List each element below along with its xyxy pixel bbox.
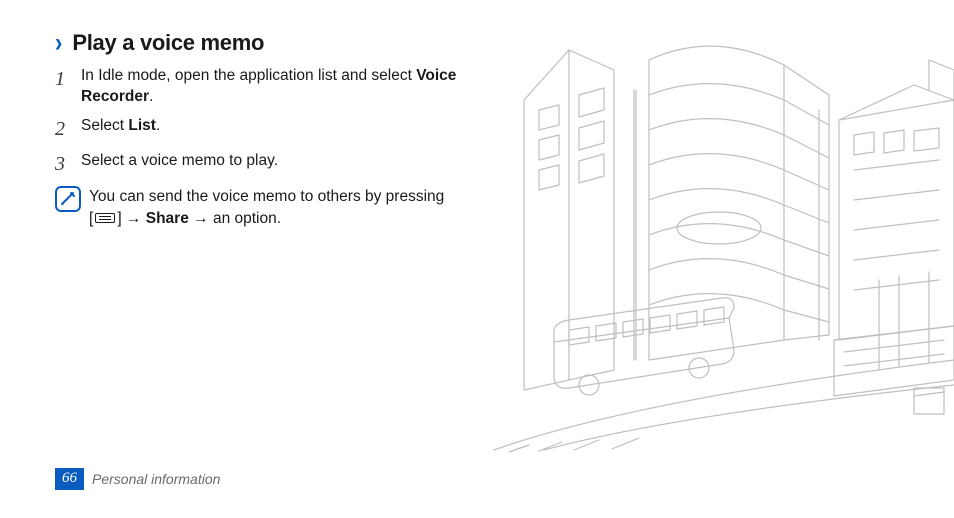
step-text: In Idle mode, open the application list … [81,67,416,84]
page-number: 66 [55,468,84,490]
step-number: 2 [55,116,81,143]
note-icon-wrap [55,186,89,212]
step-number: 3 [55,151,81,178]
heading-text: Play a voice memo [72,30,264,56]
step-list: 1 In Idle mode, open the application lis… [55,66,475,229]
bracket: [ [89,210,93,227]
menu-key-icon [95,208,115,230]
step-text-tail: . [156,117,160,134]
manual-page: › Play a voice memo 1 In Idle mode, open… [0,0,954,518]
arrow-text: → [122,210,146,227]
share-label: Share [146,210,189,227]
page-footer: 66 Personal information [55,468,220,490]
footer-section-label: Personal information [92,471,220,487]
note-row: You can send the voice memo to others by… [55,186,475,229]
note-text: You can send the voice memo to others by… [89,188,444,205]
step-item: 3 Select a voice memo to play. [55,151,475,178]
step-body: In Idle mode, open the application list … [81,66,475,108]
step-text: Select a voice memo to play. [81,152,278,169]
step-text: Select [81,117,128,134]
step-body: Select List. [81,116,475,137]
content-column: › Play a voice memo 1 In Idle mode, open… [55,30,475,229]
step-item: 2 Select List. [55,116,475,143]
step-number: 1 [55,66,81,93]
chevron-right-icon: › [55,30,62,56]
step-bold: List [128,117,156,134]
cityscape-illustration [484,40,954,470]
note-icon [55,186,81,212]
section-heading: › Play a voice memo [55,30,475,56]
step-text-tail: . [149,88,153,105]
step-item: 1 In Idle mode, open the application lis… [55,66,475,108]
step-body: Select a voice memo to play. [81,151,475,172]
note-tail: → an option. [189,210,281,227]
note-body: You can send the voice memo to others by… [89,186,475,229]
